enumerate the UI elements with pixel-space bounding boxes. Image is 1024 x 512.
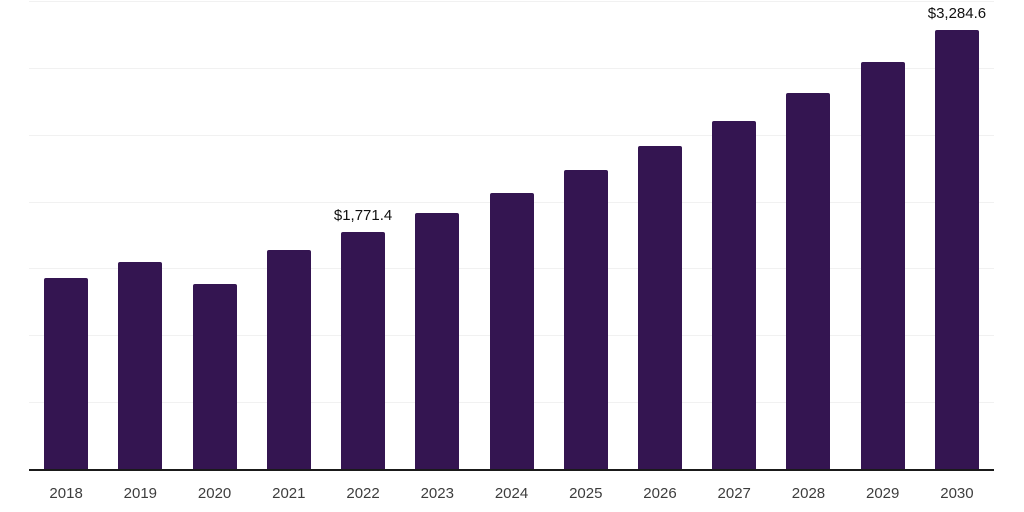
bar-slot-2021 (252, 1, 326, 469)
x-tick-label-2018: 2018 (49, 485, 83, 502)
bar-slot-2029 (846, 1, 920, 469)
plot-area: $1,771.4 $3,284.6 (29, 1, 994, 469)
x-axis-labels: 2018 2019 2020 2021 2022 2023 2024 2025 2026 2027… (29, 485, 994, 502)
bar-2030 (934, 30, 979, 469)
x-tick-label-2028: 2028 (791, 485, 826, 502)
bar-2023 (415, 213, 460, 469)
x-tick-label-2021: 2021 (272, 485, 306, 502)
bar-2022 (341, 232, 386, 469)
bar-2026 (637, 146, 682, 469)
bar-slot-2024 (474, 1, 548, 469)
bar-slot-2026 (623, 1, 697, 469)
bar-2019 (118, 262, 163, 469)
bar-slot-2019 (103, 1, 177, 469)
bar-slot-2028 (771, 1, 845, 469)
bar-value-label-2022: $1,771.4 (333, 207, 393, 224)
bar-slot-2030: $3,284.6 (920, 1, 994, 469)
bar-2029 (860, 62, 905, 469)
x-tick-label-2030: 2030 (940, 485, 974, 502)
bar-2020 (192, 284, 237, 469)
x-tick-label-2022: 2022 (346, 485, 380, 502)
bar-series: $1,771.4 $3,284.6 (29, 1, 994, 469)
x-axis-line (29, 469, 994, 471)
bar-slot-2025 (549, 1, 623, 469)
bar-slot-2022: $1,771.4 (326, 1, 400, 469)
x-tick-label-2029: 2029 (866, 485, 900, 502)
gridline-3000 (29, 67, 994, 69)
x-tick-label-2026: 2026 (643, 485, 677, 502)
x-tick-label-2027: 2027 (717, 485, 751, 502)
x-tick-label-2020: 2020 (197, 485, 232, 502)
bar-slot-2020 (177, 1, 251, 469)
bar-slot-2023 (400, 1, 474, 469)
gridline-2500 (29, 134, 994, 136)
bar-2021 (266, 250, 311, 469)
x-tick-label-2024: 2024 (494, 485, 529, 502)
bar-2018 (44, 278, 89, 469)
gridline-3500 (29, 1, 994, 2)
bar-value-label-2030: $3,284.6 (927, 5, 987, 22)
bar-slot-2027 (697, 1, 771, 469)
bar-2028 (786, 93, 831, 469)
bar-slot-2018 (29, 1, 103, 469)
x-tick-label-2025: 2025 (569, 485, 603, 502)
bar-2024 (489, 193, 534, 469)
bar-2025 (563, 170, 608, 469)
x-tick-label-2019: 2019 (123, 485, 158, 502)
x-tick-label-2023: 2023 (420, 485, 454, 502)
bar-2027 (712, 121, 757, 469)
